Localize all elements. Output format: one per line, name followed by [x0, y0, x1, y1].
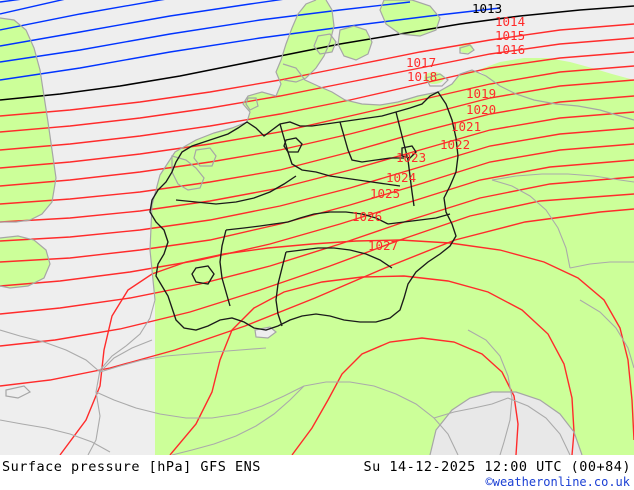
isobar-1008: [0, 0, 21, 3]
border-austria-hungary: [467, 329, 513, 455]
coastline-bornholm: [459, 44, 475, 55]
isobar-1017: [0, 65, 634, 169]
border-state-nrw-niedersachsen: [175, 175, 297, 205]
coastline-zealand: [337, 25, 373, 61]
coastline-bodensee: [254, 326, 277, 339]
border-state-hessen: [225, 217, 301, 231]
isobar-1028: [291, 337, 519, 455]
border-italy-north: [171, 385, 305, 455]
coastline-helgoland: [245, 97, 259, 111]
land-denmark-zealand: [338, 26, 372, 60]
coastline-adriatic: [429, 391, 583, 455]
border-switzerland-north: [99, 347, 267, 373]
isobars-low-group: [0, 0, 501, 81]
isobar-1027: [59, 239, 634, 455]
land-island-ruegen: [424, 72, 444, 84]
coastline-britain-east: [0, 17, 57, 223]
isobar-1010: [0, 0, 165, 31]
isobar-1018: [0, 79, 634, 187]
border-czech-east: [491, 179, 571, 269]
isobar-1025: [0, 193, 634, 347]
land-britain-southeast: [0, 236, 50, 288]
coastline-netherlands: [149, 121, 248, 301]
border-state-sachsen: [387, 213, 451, 225]
isobar-1016: [0, 51, 634, 151]
border-state-rp-bw: [219, 229, 231, 307]
border-france-switzerland: [99, 339, 153, 373]
coastline-ijsselmeer: [193, 147, 217, 167]
border-france-south: [0, 419, 111, 453]
border-state-mv: [339, 121, 404, 163]
borders-minor-group: [0, 173, 634, 455]
border-state-brandenburg: [395, 111, 415, 207]
border-poland-east: [569, 261, 634, 269]
border-austria-slovenia: [433, 397, 509, 419]
coastline-jutland-east: [283, 0, 335, 83]
border-state-bw-bayern: [275, 251, 287, 327]
isobar-1012b: [0, 7, 501, 81]
border-poland-south: [491, 173, 634, 183]
coastlines-group: [0, 0, 634, 455]
map-canvas: [0, 0, 634, 455]
isobar-1015: [0, 37, 634, 133]
coastline-geneva-lake: [5, 385, 32, 399]
isobar-1019: [0, 95, 634, 205]
pressure-contour-map[interactable]: 1013 1014 1015 1016 1017 1018 1019 1020 …: [0, 0, 634, 455]
border-state-berlin: [401, 145, 417, 159]
coastline-funen: [313, 33, 337, 55]
isobar-1009: [0, 0, 65, 15]
coastline-jutland-west: [275, 0, 317, 97]
land-britain-east: [0, 18, 56, 222]
isobar-1024: [0, 176, 634, 315]
border-state-thueringen: [299, 211, 389, 225]
border-france-inner: [0, 329, 101, 373]
border-switzerland-south: [95, 385, 305, 419]
border-germany-outline: [149, 91, 459, 331]
footer-title: Surface pressure [hPa] GFS ENS: [2, 459, 261, 475]
land-island-helgoland: [247, 96, 257, 110]
isobar-1026: [0, 208, 634, 387]
isobar-1013: [0, 5, 634, 101]
isobar-1021: [0, 127, 634, 242]
border-state-saarland: [191, 265, 215, 285]
border-state-hamburg: [283, 137, 303, 153]
border-hungary-misc: [579, 299, 634, 369]
coastline-baltic-south: [282, 63, 634, 121]
isobar-1014: [0, 23, 634, 117]
borders-major-group: [149, 91, 459, 331]
coastline-nl-inland: [171, 155, 205, 191]
border-state-bayern-nord: [285, 247, 393, 269]
footer-copyright[interactable]: ©weatheronline.co.uk: [485, 475, 631, 489]
sea-adriatic: [430, 392, 582, 455]
coastline-sweden-south: [379, 0, 441, 37]
isobar-1012: [0, 1, 411, 63]
border-austria-italy: [303, 381, 459, 455]
coastline-britain-southeast: [0, 235, 51, 289]
land-continental-europe: [150, 64, 634, 455]
border-balkan: [507, 397, 571, 455]
isobar-1020: [0, 111, 634, 223]
border-state-sachsen-anhalt: [329, 175, 401, 187]
map-footer: Surface pressure [hPa] GFS ENS Su 14-12-…: [0, 455, 634, 490]
coastline-german-bight: [242, 91, 277, 123]
land-northeast-baltic: [478, 58, 634, 120]
coastline-ruegen: [425, 73, 449, 87]
border-state-nds-sh: [279, 123, 331, 177]
isobar-1023: [0, 159, 634, 287]
footer-datetime: Su 14-12-2025 12:00 UTC (00+84): [363, 459, 631, 475]
border-france-belgium: [87, 299, 156, 455]
isobar-1027b: [169, 275, 575, 455]
isobar-1011: [0, 0, 283, 47]
land-denmark-jutland: [276, 0, 334, 82]
